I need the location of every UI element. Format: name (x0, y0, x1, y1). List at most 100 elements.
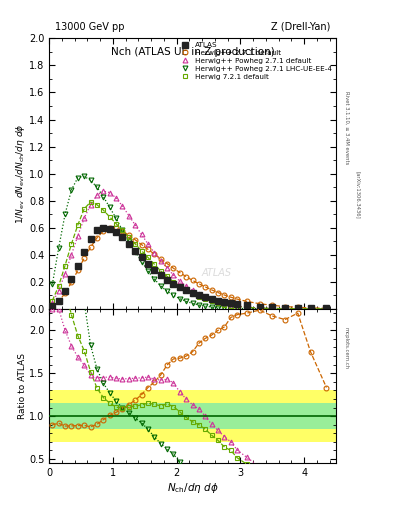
Herwig++ 2.7.1 default (56, 298, 61, 305)
Herwig++ Powheg 2.7.1 LHC-UE-EE-4 (114, 215, 118, 221)
Y-axis label: $1/N_\mathsf{ev}\ dN_\mathsf{ev}/dN_\mathsf{ch}/d\eta\ d\phi$: $1/N_\mathsf{ev}\ dN_\mathsf{ev}/dN_\mat… (15, 123, 28, 224)
Herwig++ Powheg 2.7.1 default (190, 287, 195, 293)
Text: Rivet 3.1.10, ≥ 3.4M events: Rivet 3.1.10, ≥ 3.4M events (344, 91, 349, 165)
Text: 13000 GeV pp: 13000 GeV pp (55, 22, 124, 32)
Herwig++ Powheg 2.7.1 LHC-UE-EE-4 (50, 282, 55, 288)
Herwig++ 2.7.1 default (196, 281, 201, 287)
Herwig++ Powheg 2.7.1 default (56, 288, 61, 294)
Herwig++ Powheg 2.7.1 default (63, 271, 68, 277)
Herwig++ Powheg 2.7.1 default (171, 272, 176, 278)
Herwig++ 2.7.1 default (184, 273, 189, 280)
Herwig 7.2.1 default (244, 304, 249, 310)
Herwig++ Powheg 2.7.1 LHC-UE-EE-4 (133, 249, 138, 255)
Herwig++ Powheg 2.7.1 default (88, 202, 93, 208)
Herwig++ 2.7.1 default (127, 232, 131, 238)
Herwig 7.2.1 default (88, 199, 93, 205)
Herwig++ Powheg 2.7.1 default (222, 301, 227, 307)
Text: [arXiv:1306.3436]: [arXiv:1306.3436] (356, 170, 361, 219)
Y-axis label: Ratio to ATLAS: Ratio to ATLAS (18, 353, 28, 419)
Herwig++ 2.7.1 default (257, 301, 262, 307)
Herwig++ Powheg 2.7.1 LHC-UE-EE-4 (139, 259, 144, 265)
Herwig++ 2.7.1 default (152, 251, 157, 257)
Herwig++ Powheg 2.7.1 default (283, 306, 287, 312)
Text: Z (Drell-Yan): Z (Drell-Yan) (271, 22, 330, 32)
ATLAS (145, 261, 150, 267)
Herwig++ 2.7.1 default (296, 304, 300, 310)
Herwig++ Powheg 2.7.1 LHC-UE-EE-4 (190, 301, 195, 307)
Text: Nch (ATLAS UE in Z production): Nch (ATLAS UE in Z production) (111, 47, 274, 56)
ATLAS (63, 288, 68, 294)
Herwig++ Powheg 2.7.1 default (235, 303, 240, 309)
Herwig 7.2.1 default (216, 300, 220, 306)
Herwig++ 2.7.1 default (50, 303, 55, 309)
ATLAS (184, 287, 189, 293)
Herwig++ Powheg 2.7.1 default (203, 294, 208, 301)
ATLAS (127, 241, 131, 247)
ATLAS (178, 284, 182, 290)
Herwig++ Powheg 2.7.1 LHC-UE-EE-4 (222, 305, 227, 311)
ATLAS (158, 272, 163, 278)
Herwig 7.2.1 default (222, 302, 227, 308)
ATLAS (101, 225, 106, 231)
Herwig++ 2.7.1 default (145, 246, 150, 252)
Herwig++ Powheg 2.7.1 LHC-UE-EE-4 (228, 305, 233, 311)
Herwig++ 2.7.1 default (283, 304, 287, 310)
Herwig 7.2.1 default (152, 261, 157, 267)
ATLAS (196, 292, 201, 298)
ATLAS (228, 301, 233, 307)
Herwig++ 2.7.1 default (203, 284, 208, 290)
Herwig++ Powheg 2.7.1 LHC-UE-EE-4 (216, 305, 220, 311)
Herwig++ Powheg 2.7.1 LHC-UE-EE-4 (152, 276, 157, 282)
Herwig 7.2.1 default (139, 248, 144, 254)
Herwig 7.2.1 default (203, 296, 208, 302)
Herwig++ 2.7.1 default (228, 294, 233, 300)
Herwig++ 2.7.1 default (107, 225, 112, 231)
Herwig++ Powheg 2.7.1 default (120, 203, 125, 209)
Herwig++ Powheg 2.7.1 LHC-UE-EE-4 (165, 288, 169, 294)
Herwig++ 2.7.1 default (171, 265, 176, 271)
ATLAS (114, 229, 118, 235)
Herwig 7.2.1 default (107, 214, 112, 220)
Herwig++ Powheg 2.7.1 LHC-UE-EE-4 (178, 295, 182, 302)
Herwig 7.2.1 default (133, 241, 138, 247)
Herwig++ Powheg 2.7.1 LHC-UE-EE-4 (56, 245, 61, 251)
ATLAS (283, 305, 287, 311)
Herwig++ Powheg 2.7.1 default (165, 265, 169, 271)
Herwig++ Powheg 2.7.1 default (296, 306, 300, 312)
Herwig++ Powheg 2.7.1 LHC-UE-EE-4 (127, 238, 131, 244)
Herwig++ 2.7.1 default (63, 290, 68, 296)
Herwig++ Powheg 2.7.1 default (270, 305, 275, 311)
Herwig 7.2.1 default (69, 241, 74, 247)
Herwig 7.2.1 default (50, 297, 55, 304)
Herwig 7.2.1 default (228, 303, 233, 309)
Herwig++ Powheg 2.7.1 default (244, 304, 249, 310)
ATLAS (203, 294, 208, 301)
Herwig++ Powheg 2.7.1 LHC-UE-EE-4 (171, 292, 176, 298)
ATLAS (152, 267, 157, 273)
Herwig++ 2.7.1 default (178, 269, 182, 275)
Herwig++ 2.7.1 default (190, 278, 195, 284)
Legend: ATLAS, Herwig++ 2.7.1 default, Herwig++ Powheg 2.7.1 default, Herwig++ Powheg 2.: ATLAS, Herwig++ 2.7.1 default, Herwig++ … (175, 40, 334, 81)
Herwig++ Powheg 2.7.1 LHC-UE-EE-4 (283, 306, 287, 312)
Herwig++ Powheg 2.7.1 LHC-UE-EE-4 (257, 306, 262, 312)
Herwig++ 2.7.1 default (75, 267, 80, 273)
Herwig++ Powheg 2.7.1 LHC-UE-EE-4 (296, 306, 300, 312)
Herwig++ Powheg 2.7.1 LHC-UE-EE-4 (69, 187, 74, 193)
Line: Herwig++ Powheg 2.7.1 LHC-UE-EE-4: Herwig++ Powheg 2.7.1 LHC-UE-EE-4 (50, 174, 329, 311)
Herwig 7.2.1 default (196, 293, 201, 300)
ATLAS (165, 278, 169, 284)
Herwig++ Powheg 2.7.1 LHC-UE-EE-4 (308, 306, 313, 312)
Herwig++ Powheg 2.7.1 default (95, 192, 99, 198)
Herwig++ Powheg 2.7.1 default (152, 250, 157, 256)
Herwig++ Powheg 2.7.1 LHC-UE-EE-4 (107, 204, 112, 210)
Bar (49, 403, 336, 429)
ATLAS (75, 263, 80, 269)
Herwig 7.2.1 default (324, 306, 329, 312)
Text: mcplots.cern.ch: mcplots.cern.ch (344, 327, 349, 369)
Herwig++ Powheg 2.7.1 LHC-UE-EE-4 (88, 177, 93, 183)
Herwig++ Powheg 2.7.1 default (127, 212, 131, 219)
ATLAS (308, 305, 313, 311)
Herwig++ 2.7.1 default (120, 228, 125, 234)
Herwig++ Powheg 2.7.1 LHC-UE-EE-4 (82, 173, 86, 179)
Herwig 7.2.1 default (145, 254, 150, 261)
